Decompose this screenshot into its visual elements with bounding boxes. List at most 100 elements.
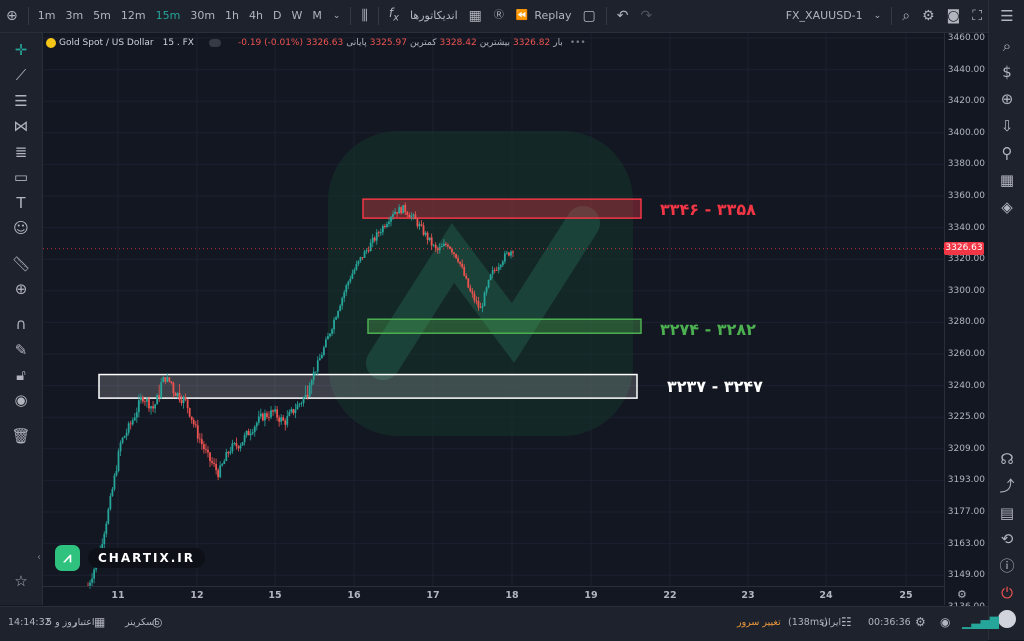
time-axis[interactable]: 11 12 15 16 17 18 19 22 23 24 25	[43, 586, 944, 606]
rectangle-icon[interactable]: ▭	[13, 168, 29, 186]
indicators-button[interactable]: اندیکاتورها	[410, 9, 458, 22]
candle-body	[327, 336, 329, 340]
horizontal-lines-icon[interactable]: ☰	[14, 92, 28, 110]
watchlist-search-icon[interactable]: ⌕	[1002, 37, 1012, 55]
replay-icon[interactable]: ⏪	[515, 10, 529, 21]
power-icon[interactable]: ⏻	[1001, 584, 1013, 602]
add-alert-icon[interactable]: ⊕	[1000, 90, 1014, 108]
share-icon[interactable]: ⤴	[999, 477, 1015, 495]
candle-body	[447, 244, 449, 247]
zoom-in-icon[interactable]: ⊕	[14, 280, 28, 298]
candle-body	[205, 449, 207, 451]
candle-body	[137, 400, 140, 413]
camera-icon[interactable]: ◙	[946, 8, 961, 24]
cards-icon[interactable]: ▤	[999, 504, 1015, 522]
headset-icon[interactable]: ☊	[1000, 450, 1014, 468]
replay-button[interactable]: Replay	[534, 9, 572, 22]
candle-body	[320, 355, 323, 359]
candle-body	[203, 444, 205, 450]
pitchfork-icon[interactable]: ⋈	[13, 117, 29, 135]
timeframe-4h[interactable]: 4h	[249, 9, 264, 22]
download-icon[interactable]: ⇩	[1000, 117, 1014, 135]
layers-icon[interactable]: ◈	[1001, 198, 1013, 216]
more-icon[interactable]: •••	[569, 38, 586, 48]
candle-body	[410, 215, 413, 218]
chevron-down-icon[interactable]: ⌄	[873, 11, 882, 21]
candle-body	[288, 412, 291, 416]
timeframe-5m[interactable]: 5m	[93, 9, 111, 22]
drawing-toolbar: ✛ ⟋ ☰ ⋈ ≣ ▭ T ☺ 📏︎ ⊕ ∩ ✎ 🔓︎ ◉ 🗑︎ ☆	[0, 33, 43, 605]
chevron-left-icon[interactable]: ‹	[37, 552, 41, 563]
redo-icon[interactable]: ↷	[640, 8, 653, 24]
axis-settings-icon[interactable]: ⚙	[957, 588, 967, 601]
candle-body	[292, 409, 295, 414]
legend-close-label: پایانی	[346, 38, 367, 48]
candle-body	[343, 292, 346, 299]
layout-icon[interactable]: ▢	[582, 8, 596, 24]
dollar-icon[interactable]: $	[1002, 63, 1012, 81]
change-server-link[interactable]: تغییر سرور	[737, 617, 781, 628]
screener-icon[interactable]: ◎	[152, 615, 163, 629]
ruler-icon[interactable]: 📏︎	[11, 255, 31, 273]
search-icon[interactable]: ⌕	[902, 8, 911, 24]
timeframe-12m[interactable]: 12m	[120, 9, 146, 22]
timeframe-W[interactable]: W	[291, 9, 303, 22]
chart-area[interactable]	[43, 33, 944, 605]
gear-icon[interactable]: ⚙	[922, 8, 935, 24]
fullscreen-icon[interactable]: ⛶	[972, 8, 982, 24]
divider	[377, 7, 379, 25]
eye-icon[interactable]: ◉	[14, 391, 28, 409]
legend-change: -0.19 (-0.01%)	[237, 38, 303, 48]
add-symbol-icon[interactable]: ⊕	[6, 8, 18, 24]
timeframe-D[interactable]: D	[273, 9, 282, 22]
trendline-icon[interactable]: ⟋	[15, 66, 27, 84]
candle-body	[235, 443, 238, 447]
candle-body	[298, 403, 301, 405]
favorites-icon[interactable]: ☆	[14, 572, 28, 590]
timeframe-30m[interactable]: 30m	[190, 9, 216, 22]
magnet-icon[interactable]: ∩	[15, 315, 27, 333]
candle-body	[434, 244, 437, 249]
settings-icon[interactable]: ⚙	[915, 615, 926, 629]
candle-body	[351, 273, 354, 279]
filter-icon[interactable]: ⚲	[1001, 144, 1013, 162]
price-chart[interactable]	[43, 33, 944, 605]
lock-icon[interactable]: 🔓︎	[16, 366, 26, 384]
calendar-small-icon[interactable]: ▦	[94, 615, 106, 629]
candle-body	[489, 274, 492, 281]
symbol-selector[interactable]: FX_XAUUSD-1	[785, 9, 863, 22]
emoji-icon[interactable]: ☺	[13, 219, 29, 237]
chevron-down-icon[interactable]: ⌄	[332, 11, 341, 21]
screener-button[interactable]: اسکرینر	[125, 617, 157, 628]
sync-icon[interactable]: ⟲	[1000, 530, 1014, 548]
time-tick-label: 24	[819, 590, 833, 601]
fx-icon[interactable]: fx	[388, 6, 400, 24]
info-icon[interactable]: ⓘ	[999, 557, 1015, 575]
candle-body	[388, 221, 390, 225]
timeframe-1m[interactable]: 1m	[37, 9, 56, 22]
avatar[interactable]	[989, 610, 1024, 633]
timeframe-1h[interactable]: 1h	[225, 9, 240, 22]
templates-icon[interactable]: ▦	[468, 8, 482, 24]
timeframe-M[interactable]: M	[312, 9, 322, 22]
fib-icon[interactable]: ≣	[14, 143, 28, 161]
crosshair-icon[interactable]: ✛	[14, 41, 28, 59]
undo-icon[interactable]: ↶	[616, 8, 629, 24]
alert-icon[interactable]: Ⓡ	[493, 10, 504, 21]
timeframe-3m[interactable]: 3m	[65, 9, 84, 22]
menu-icon[interactable]: ☰	[1000, 7, 1014, 25]
collapse-icon[interactable]	[208, 39, 221, 47]
text-icon[interactable]: T	[16, 194, 26, 212]
candle-body	[280, 417, 283, 422]
candle-body	[294, 409, 297, 414]
candle-body	[428, 237, 431, 241]
lock-drawing-icon[interactable]: ✎	[14, 341, 28, 359]
calendar-icon[interactable]: ▦	[999, 171, 1015, 189]
price-tick-label: 3320.00	[947, 254, 985, 265]
eye-icon[interactable]: ◉	[940, 615, 951, 629]
candle-body	[219, 465, 222, 478]
candles-icon[interactable]: ⫼	[361, 8, 368, 24]
price-axis[interactable]: 3460.00 3440.00 3420.00 3400.00 3380.00 3360.…	[944, 33, 989, 612]
trash-icon[interactable]: 🗑︎	[11, 427, 31, 445]
timeframe-15m[interactable]: 15m	[155, 9, 181, 22]
